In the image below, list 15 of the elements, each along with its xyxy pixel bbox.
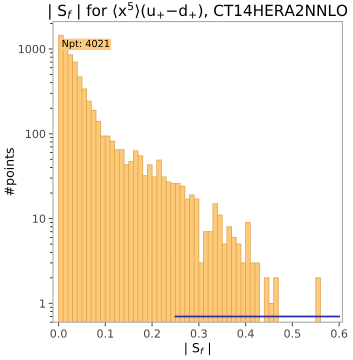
x-tick-label: 0.1: [97, 329, 114, 338]
y-tick-label: 1: [40, 300, 45, 308]
x-tick-label: 0.2: [144, 329, 160, 338]
chart-title: | S$_{f}$ | for ⟨x$^{5}$⟩(u$_{+}$−d$_{+}$), CT14HERA2NNLO: [49, 2, 348, 20]
annotation: Npt: 4021: [62, 40, 110, 50]
y-tick-label: 100: [26, 130, 46, 138]
y-axis-title: #points: [4, 148, 16, 196]
x-tick-label: 0.3: [190, 329, 207, 338]
y-tick-label: 1000: [18, 44, 46, 54]
x-tick-label: 0.4: [238, 329, 254, 338]
x-axis-title: | S$_{f}$ |: [185, 342, 210, 356]
x-tick-label: 0.6: [331, 329, 348, 338]
x-tick-label: 0.5: [284, 329, 300, 338]
y-tick-label: 10: [33, 214, 46, 223]
x-tick-label: 0.0: [50, 329, 67, 338]
